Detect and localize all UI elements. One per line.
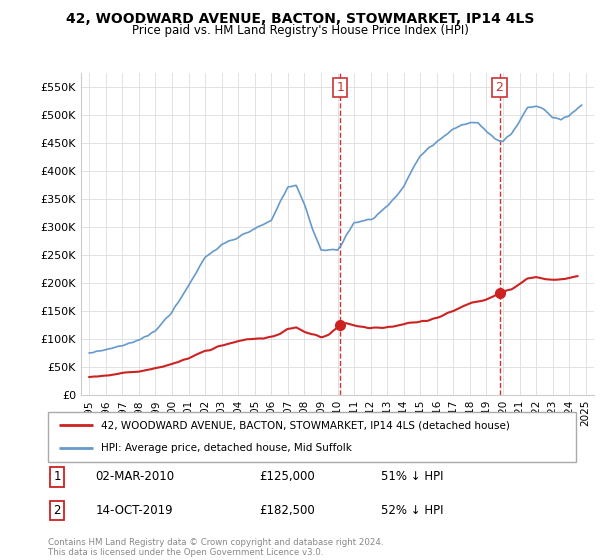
Text: £125,000: £125,000 [259, 470, 315, 483]
Text: 1: 1 [53, 470, 61, 483]
Text: 1: 1 [337, 81, 344, 94]
Text: 42, WOODWARD AVENUE, BACTON, STOWMARKET, IP14 4LS (detached house): 42, WOODWARD AVENUE, BACTON, STOWMARKET,… [101, 420, 509, 430]
Text: 51% ↓ HPI: 51% ↓ HPI [380, 470, 443, 483]
Text: 2: 2 [496, 81, 503, 94]
Text: 52% ↓ HPI: 52% ↓ HPI [380, 504, 443, 517]
Text: 02-MAR-2010: 02-MAR-2010 [95, 470, 175, 483]
Text: £182,500: £182,500 [259, 504, 315, 517]
Text: 42, WOODWARD AVENUE, BACTON, STOWMARKET, IP14 4LS: 42, WOODWARD AVENUE, BACTON, STOWMARKET,… [66, 12, 534, 26]
Text: Contains HM Land Registry data © Crown copyright and database right 2024.
This d: Contains HM Land Registry data © Crown c… [48, 538, 383, 557]
Text: 14-OCT-2019: 14-OCT-2019 [95, 504, 173, 517]
Text: Price paid vs. HM Land Registry's House Price Index (HPI): Price paid vs. HM Land Registry's House … [131, 24, 469, 37]
Text: 2: 2 [53, 504, 61, 517]
FancyBboxPatch shape [48, 412, 576, 462]
Text: HPI: Average price, detached house, Mid Suffolk: HPI: Average price, detached house, Mid … [101, 444, 352, 454]
